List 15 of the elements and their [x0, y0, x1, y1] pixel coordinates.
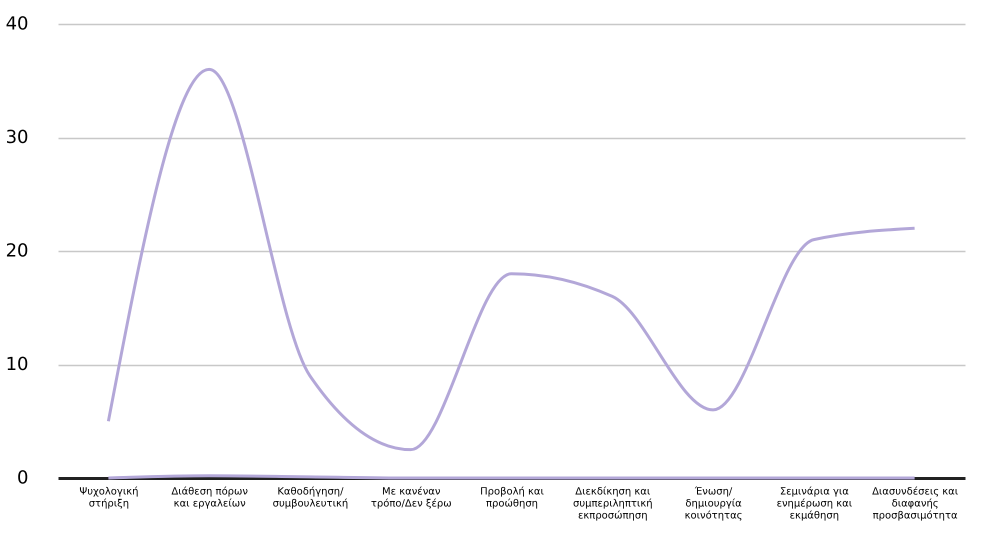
- x-tick-label: Διασυνδέσεις και διαφανής προσβασιμότητα: [872, 486, 959, 522]
- x-tick-label: Ψυχολογική στήριξη: [79, 486, 138, 510]
- y-tick-label: 0: [17, 468, 28, 488]
- y-tick-label: 40: [6, 14, 28, 34]
- y-tick-label: 20: [6, 240, 28, 262]
- y-tick-label: 30: [6, 127, 28, 148]
- x-tick-label: Σεμινάρια για ενημέρωση και εκμάθηση: [776, 486, 853, 522]
- x-tick-label: Διεκδίκηση και συμπεριληπτική εκπροσώπηση: [572, 486, 653, 522]
- x-tick-label: Με κανέναν τρόπο/Δεν ξέρω: [370, 486, 452, 510]
- x-tick-label: Ένωση/ δημιουργία κοινότητας: [684, 486, 743, 522]
- x-tick-label: Προβολή και προώθηση: [480, 486, 545, 510]
- line-series: [106, 68, 916, 452]
- x-tick-label: Διάθεση πόρων και εργαλείων: [171, 486, 248, 510]
- y-tick-label: 10: [6, 354, 28, 375]
- x-tick-label: Καθοδήγηση/ συμβουλευτική: [272, 486, 348, 510]
